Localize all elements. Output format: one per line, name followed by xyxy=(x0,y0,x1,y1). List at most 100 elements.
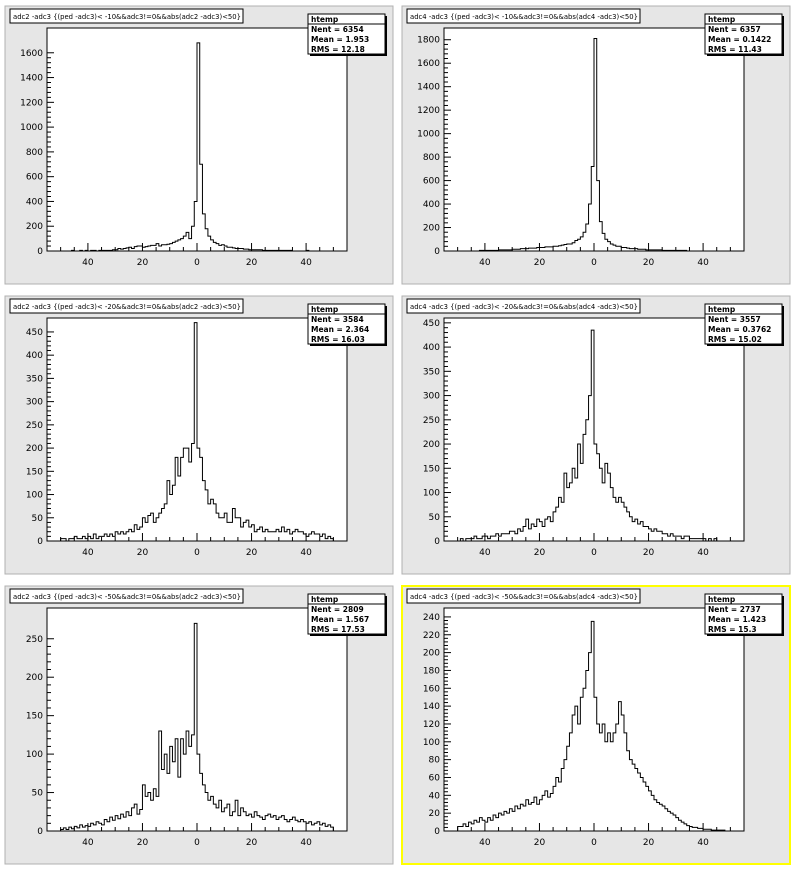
x-tick-label: 20 xyxy=(137,548,149,558)
y-tick-label: 0 xyxy=(434,247,440,257)
x-tick-label: 40 xyxy=(479,548,491,558)
x-tick-label: 0 xyxy=(591,548,597,558)
y-tick-label: 80 xyxy=(429,756,441,766)
x-tick-label: 20 xyxy=(534,838,546,848)
y-tick-label: 100 xyxy=(26,750,43,760)
y-tick-label: 140 xyxy=(423,702,440,712)
y-tick-label: 400 xyxy=(26,351,43,361)
y-tick-label: 1200 xyxy=(417,106,440,116)
stats-box xyxy=(704,593,783,635)
y-tick-label: 400 xyxy=(423,343,440,353)
y-tick-label: 200 xyxy=(26,444,43,454)
y-tick-label: 40 xyxy=(429,791,441,801)
y-tick-label: 0 xyxy=(37,537,43,547)
stats-name: htemp xyxy=(311,595,339,604)
stats-mean: Mean = 1.953 xyxy=(311,35,369,44)
title-box xyxy=(9,8,244,24)
x-tick-label: 20 xyxy=(643,838,655,848)
y-tick-label: 1400 xyxy=(20,74,43,84)
histogram-line xyxy=(457,620,731,832)
y-tick-label: 1400 xyxy=(417,83,440,93)
stats-name: htemp xyxy=(708,305,736,314)
stats-mean: Mean = 2.364 xyxy=(311,325,369,334)
y-tick-label: 20 xyxy=(429,809,441,819)
stats-rms: RMS = 15.02 xyxy=(708,335,762,344)
x-tick-label: 40 xyxy=(697,548,709,558)
y-tick-label: 300 xyxy=(26,398,43,408)
y-tick-label: 50 xyxy=(32,789,44,799)
x-tick-label: 20 xyxy=(534,548,546,558)
x-tick-label: 20 xyxy=(246,838,258,848)
y-tick-label: 0 xyxy=(37,827,43,837)
histogram-line xyxy=(60,622,334,831)
y-tick-label: 1800 xyxy=(417,36,440,46)
stats-mean: Mean = 1.423 xyxy=(708,615,766,624)
x-tick-label: 20 xyxy=(246,548,258,558)
title-box xyxy=(406,588,641,604)
y-tick-label: 0 xyxy=(434,827,440,837)
x-tick-label: 0 xyxy=(194,548,200,558)
x-tick-label: 20 xyxy=(534,258,546,268)
stats-rms: RMS = 11.43 xyxy=(708,45,762,54)
y-tick-label: 100 xyxy=(26,491,43,501)
chart-title: adc2 -adc3 {(ped -adc3)< -10&&adc3!=0&&a… xyxy=(13,13,241,21)
x-tick-label: 40 xyxy=(697,258,709,268)
x-tick-label: 20 xyxy=(137,258,149,268)
y-tick-label: 1000 xyxy=(417,130,440,140)
y-tick-label: 200 xyxy=(423,224,440,234)
y-tick-label: 0 xyxy=(434,537,440,547)
y-tick-label: 1600 xyxy=(20,49,43,59)
x-tick-label: 40 xyxy=(300,258,312,268)
chart-title: adc2 -adc3 {(ped -adc3)< -20&&adc3!=0&&a… xyxy=(13,303,241,311)
y-tick-label: 350 xyxy=(423,367,440,377)
x-tick-label: 40 xyxy=(300,548,312,558)
stats-box xyxy=(704,303,783,345)
y-tick-label: 200 xyxy=(423,440,440,450)
y-tick-label: 0 xyxy=(37,247,43,257)
y-tick-label: 250 xyxy=(423,416,440,426)
y-tick-label: 150 xyxy=(423,464,440,474)
y-tick-label: 1000 xyxy=(20,123,43,133)
stats-name: htemp xyxy=(708,595,736,604)
stats-mean: Mean = 0.1422 xyxy=(708,35,771,44)
y-tick-label: 220 xyxy=(423,631,440,641)
y-tick-label: 600 xyxy=(26,173,43,183)
y-tick-label: 400 xyxy=(423,200,440,210)
stats-box xyxy=(307,303,386,345)
y-tick-label: 50 xyxy=(429,513,441,523)
x-tick-label: 0 xyxy=(591,838,597,848)
x-tick-label: 40 xyxy=(82,548,94,558)
title-box xyxy=(9,588,244,604)
stats-name: htemp xyxy=(708,15,736,24)
stats-entries: Nent = 6354 xyxy=(311,25,364,34)
y-tick-label: 300 xyxy=(423,392,440,402)
y-tick-label: 100 xyxy=(423,738,440,748)
stats-mean: Mean = 1.567 xyxy=(311,615,369,624)
y-tick-label: 400 xyxy=(26,197,43,207)
chart-title: adc2 -adc3 {(ped -adc3)< -50&&adc3!=0&&a… xyxy=(13,593,241,601)
y-tick-label: 150 xyxy=(26,712,43,722)
y-tick-label: 1200 xyxy=(20,98,43,108)
y-tick-label: 50 xyxy=(32,514,44,524)
x-tick-label: 0 xyxy=(591,258,597,268)
chart-title: adc4 -adc3 {(ped -adc3)< -20&&adc3!=0&&a… xyxy=(410,303,638,311)
histogram-line xyxy=(457,329,731,542)
title-box xyxy=(406,8,641,24)
y-tick-label: 250 xyxy=(26,635,43,645)
x-tick-label: 20 xyxy=(246,258,258,268)
x-tick-label: 40 xyxy=(300,838,312,848)
y-tick-label: 200 xyxy=(26,673,43,683)
y-tick-label: 800 xyxy=(26,148,43,158)
y-tick-label: 150 xyxy=(26,467,43,477)
y-tick-label: 160 xyxy=(423,684,440,694)
x-tick-label: 20 xyxy=(137,838,149,848)
y-tick-label: 600 xyxy=(423,177,440,187)
stats-box xyxy=(307,593,386,635)
histogram-line xyxy=(60,42,334,252)
x-tick-label: 20 xyxy=(643,548,655,558)
stats-mean: Mean = 0.3762 xyxy=(708,325,771,334)
y-tick-label: 1600 xyxy=(417,59,440,69)
title-box xyxy=(406,298,641,314)
